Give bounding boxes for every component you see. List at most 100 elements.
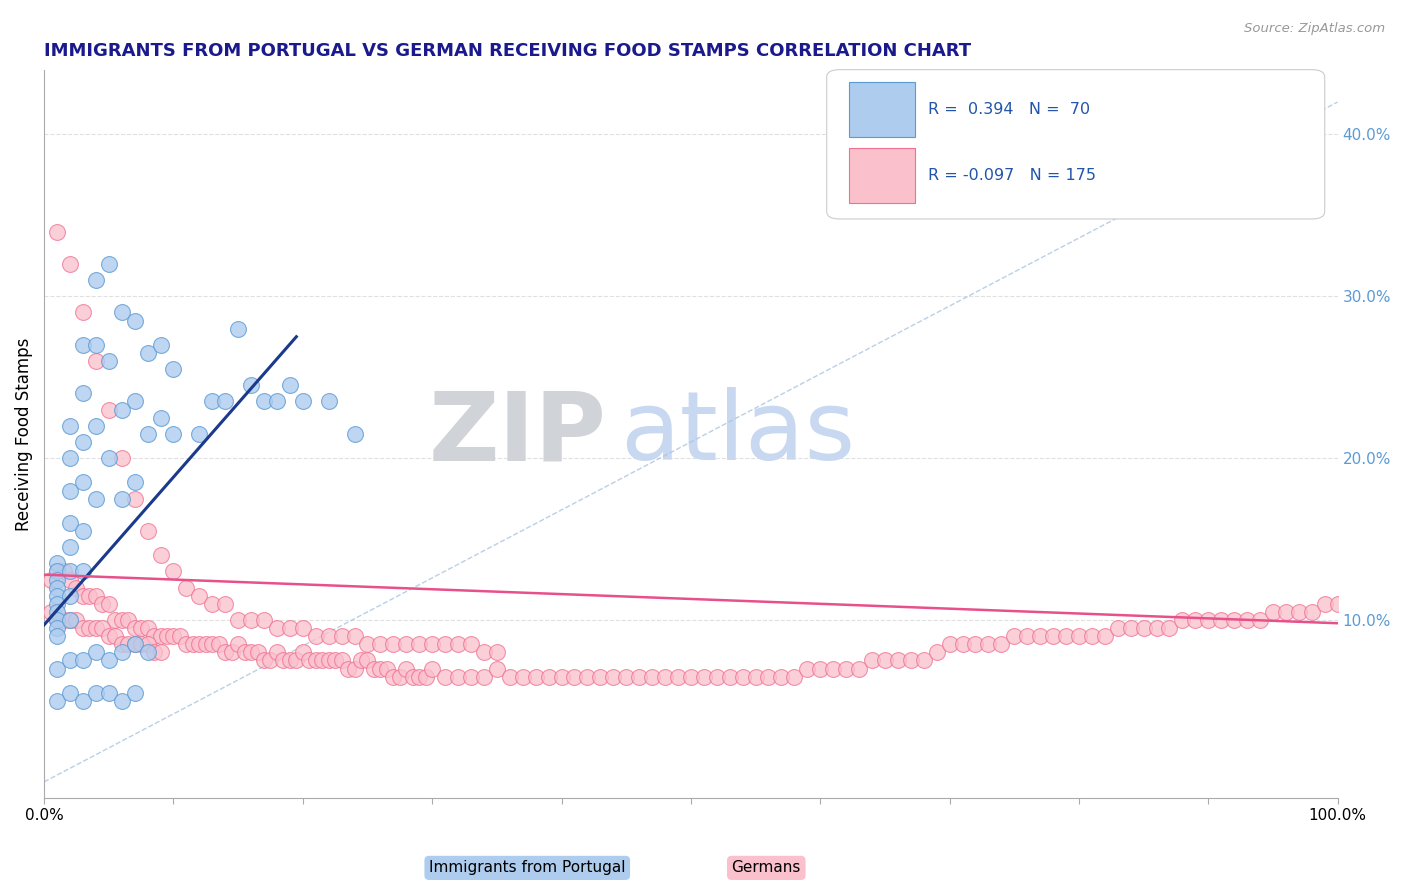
Point xyxy=(104,629,127,643)
Point xyxy=(278,653,301,667)
FancyBboxPatch shape xyxy=(827,70,1324,219)
Point xyxy=(46,605,69,619)
Point xyxy=(1042,629,1064,643)
Point xyxy=(576,670,599,684)
Point xyxy=(1171,613,1194,627)
Point xyxy=(208,637,231,651)
Point xyxy=(111,491,134,506)
Point xyxy=(1132,621,1154,635)
Point xyxy=(162,565,184,579)
Point xyxy=(226,637,249,651)
Point xyxy=(162,629,184,643)
Point xyxy=(291,621,314,635)
Point xyxy=(52,565,75,579)
Point xyxy=(1002,629,1025,643)
Point xyxy=(136,426,159,441)
Point xyxy=(188,426,211,441)
Point xyxy=(1119,621,1142,635)
Point xyxy=(512,670,534,684)
Point xyxy=(1184,613,1206,627)
Point xyxy=(59,516,82,530)
Point xyxy=(1301,605,1323,619)
Point xyxy=(59,540,82,554)
Point xyxy=(434,670,457,684)
Point xyxy=(965,637,987,651)
Point xyxy=(654,670,676,684)
Point xyxy=(382,670,405,684)
Point xyxy=(72,338,94,352)
Point xyxy=(1094,629,1116,643)
Point xyxy=(873,653,896,667)
Point xyxy=(111,451,134,466)
Point xyxy=(602,670,624,684)
Text: Source: ZipAtlas.com: Source: ZipAtlas.com xyxy=(1244,22,1385,36)
Point xyxy=(311,653,333,667)
Point xyxy=(72,653,94,667)
Point xyxy=(796,662,818,676)
Point xyxy=(124,475,146,490)
Point xyxy=(666,670,689,684)
Point xyxy=(84,273,107,287)
Point xyxy=(97,597,120,611)
Point xyxy=(285,653,308,667)
Point xyxy=(337,662,360,676)
Point xyxy=(201,597,224,611)
Point xyxy=(97,402,120,417)
Point xyxy=(226,321,249,335)
Point xyxy=(408,670,430,684)
Point xyxy=(706,670,728,684)
Point xyxy=(136,621,159,635)
Point xyxy=(240,613,263,627)
Point xyxy=(149,410,172,425)
Point xyxy=(1054,629,1077,643)
Point xyxy=(1067,629,1090,643)
Point xyxy=(485,662,508,676)
Point xyxy=(59,589,82,603)
Point xyxy=(136,637,159,651)
Point xyxy=(318,653,340,667)
Point xyxy=(59,613,82,627)
Point xyxy=(176,581,198,595)
Point xyxy=(46,613,69,627)
Point xyxy=(65,613,87,627)
Point xyxy=(1236,613,1258,627)
Point xyxy=(395,662,418,676)
Point xyxy=(117,613,139,627)
Point xyxy=(91,621,114,635)
Point xyxy=(72,434,94,449)
Point xyxy=(1029,629,1052,643)
Point xyxy=(1288,605,1310,619)
Point xyxy=(117,637,139,651)
Point xyxy=(848,662,870,676)
Point xyxy=(758,670,780,684)
Point xyxy=(149,645,172,659)
Point xyxy=(382,637,405,651)
Point xyxy=(693,670,716,684)
Point xyxy=(111,613,134,627)
Point xyxy=(1081,629,1104,643)
Point xyxy=(938,637,960,651)
Point xyxy=(1313,597,1336,611)
Point xyxy=(72,386,94,401)
Point xyxy=(246,645,269,659)
Point xyxy=(1275,605,1298,619)
Point xyxy=(194,637,217,651)
Point xyxy=(305,629,328,643)
Point xyxy=(240,378,263,392)
Point xyxy=(273,653,295,667)
Point xyxy=(266,394,288,409)
Point xyxy=(679,670,702,684)
Point xyxy=(925,645,948,659)
Point xyxy=(447,637,470,651)
Point xyxy=(46,565,69,579)
Point xyxy=(499,670,522,684)
Point xyxy=(111,637,134,651)
Point xyxy=(233,645,256,659)
Point xyxy=(835,662,858,676)
Text: R =  0.394   N =  70: R = 0.394 N = 70 xyxy=(928,103,1090,117)
Y-axis label: Receiving Food Stamps: Receiving Food Stamps xyxy=(15,337,32,531)
Point xyxy=(104,613,127,627)
Point xyxy=(460,670,482,684)
Point xyxy=(900,653,922,667)
Point xyxy=(162,362,184,376)
